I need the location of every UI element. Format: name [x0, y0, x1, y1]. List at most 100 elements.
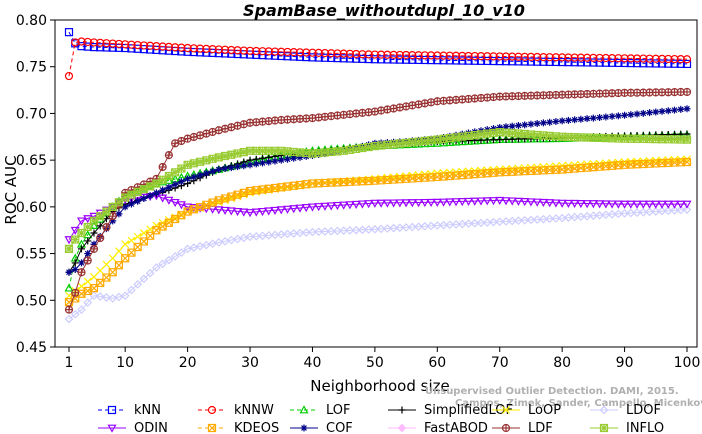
data-point: [314, 53, 323, 62]
data-point: [489, 136, 497, 144]
data-point: [314, 203, 324, 212]
data-point: [89, 42, 99, 52]
data-point: [301, 228, 311, 237]
data-point: [314, 227, 324, 237]
data-point: [364, 225, 373, 234]
data-point: [114, 261, 124, 270]
legend-marker: [300, 424, 308, 432]
data-point: [632, 208, 642, 217]
legend-item-simplifiedlof: SimplifiedLOF: [388, 403, 513, 418]
data-point: [576, 212, 586, 222]
data-point: [177, 178, 185, 186]
data-point: [270, 230, 280, 240]
data-point: [682, 135, 692, 144]
data-point: [196, 171, 204, 179]
data-point: [539, 119, 547, 127]
data-point: [239, 46, 248, 55]
data-point: [414, 199, 424, 208]
data-point: [164, 255, 174, 265]
data-point: [202, 156, 211, 165]
data-point: [545, 53, 554, 62]
data-point: [538, 198, 548, 208]
data-point: [296, 153, 304, 161]
data-point: [445, 51, 454, 60]
data-point: [589, 58, 598, 67]
data-point: [283, 47, 292, 57]
data-point: [583, 53, 592, 62]
data-point: [127, 200, 135, 208]
data-point: [139, 41, 149, 50]
data-point: [145, 268, 155, 278]
data-point: [683, 105, 691, 113]
data-point: [613, 209, 623, 219]
data-point: [164, 196, 174, 205]
x-tick-label: 10: [116, 355, 134, 371]
data-point: [121, 193, 130, 202]
y-axis-label: ROC AUC: [2, 155, 20, 224]
data-point: [301, 204, 311, 213]
data-point: [357, 200, 367, 209]
data-point: [377, 50, 386, 59]
plot-area: [54, 19, 698, 348]
data-point: [170, 252, 180, 261]
data-point: [320, 53, 330, 62]
data-point: [326, 226, 336, 236]
data-point: [651, 200, 661, 209]
data-point: [539, 57, 548, 66]
data-point: [83, 277, 92, 286]
data-point: [102, 207, 111, 216]
data-point: [514, 121, 522, 129]
data-point: [214, 153, 223, 162]
data-point: [295, 204, 305, 213]
data-point: [364, 200, 374, 209]
data-point: [351, 200, 361, 209]
data-point: [202, 44, 211, 53]
series-knn: [64, 28, 692, 69]
data-point: [426, 51, 436, 60]
data-point: [108, 202, 117, 211]
data-point: [470, 56, 479, 65]
data-point: [601, 53, 610, 63]
data-point: [458, 56, 467, 65]
data-point: [507, 197, 517, 206]
data-point: [89, 212, 99, 221]
data-point: [514, 52, 523, 61]
data-point: [521, 121, 529, 129]
data-point: [332, 201, 342, 211]
data-point: [483, 52, 492, 61]
data-point: [127, 44, 136, 53]
data-point: [158, 175, 167, 184]
data-point: [389, 223, 398, 233]
data-point: [414, 137, 423, 146]
data-point: [514, 216, 523, 226]
data-point: [289, 205, 299, 214]
data-point: [127, 285, 136, 295]
data-point: [64, 28, 74, 37]
data-point: [401, 55, 411, 64]
data-point: [620, 209, 629, 218]
data-point: [669, 200, 680, 209]
legend-marker: [207, 423, 217, 433]
data-point: [171, 180, 179, 188]
data-point: [96, 266, 105, 275]
data-point: [464, 51, 473, 61]
data-point: [170, 198, 180, 208]
data-point: [339, 49, 348, 58]
data-point: [602, 113, 610, 121]
data-point: [595, 58, 604, 67]
legend-label: COF: [326, 421, 353, 434]
data-point: [626, 208, 636, 218]
y-tick-label: 0.60: [16, 200, 47, 216]
legend-item-knnw: kNNW: [198, 403, 274, 418]
data-point: [470, 218, 480, 228]
data-point: [333, 226, 342, 236]
data-point: [432, 198, 442, 207]
data-point: [401, 138, 411, 147]
data-point: [158, 162, 167, 172]
data-point: [277, 156, 285, 164]
data-point: [95, 209, 105, 218]
data-point: [483, 129, 492, 138]
series-line-lof: [68, 134, 688, 289]
data-point: [139, 185, 149, 194]
